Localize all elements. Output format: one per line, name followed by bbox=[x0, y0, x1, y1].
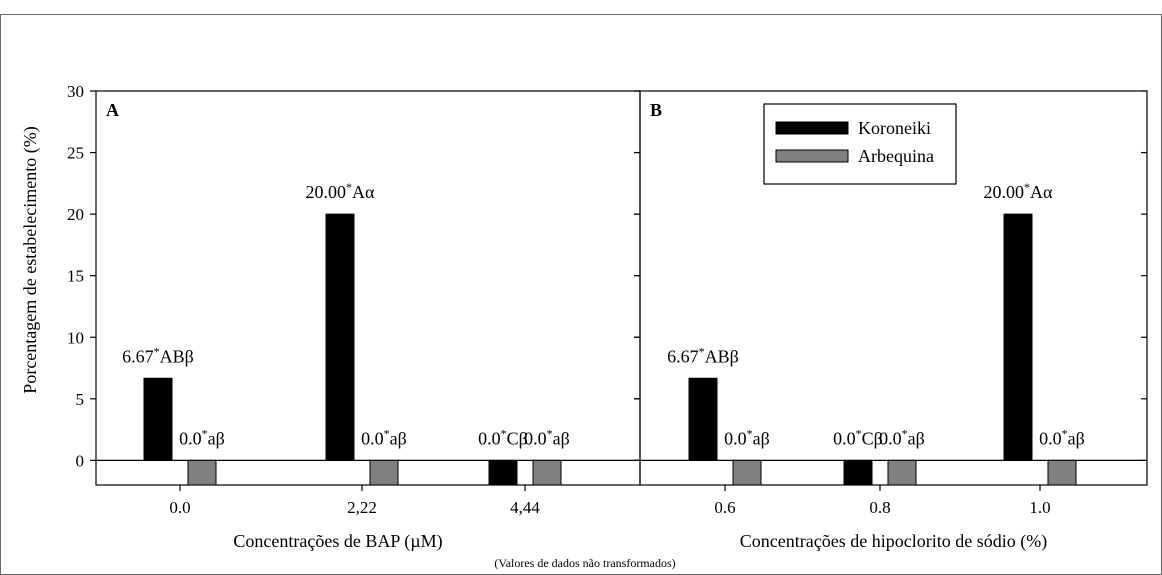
legend-swatch-1 bbox=[775, 149, 849, 163]
x-tick-label-a-1: 2,22 bbox=[347, 498, 377, 517]
data-label-a-1-0: 0.0*aβ bbox=[179, 426, 225, 448]
bar-zero-a-1-1 bbox=[369, 459, 399, 486]
bar-zero-b-1-2 bbox=[1047, 459, 1077, 486]
bar-b-0-0 bbox=[688, 377, 718, 461]
data-label-a-0-0: 6.67*ABβ bbox=[122, 344, 194, 366]
y-tick-label-a-0: 0 bbox=[76, 451, 85, 470]
data-label-a-1-2: 0.0*aβ bbox=[524, 426, 570, 448]
legend-label-1: Arbequina bbox=[858, 146, 934, 166]
legend-label-0: Koroneiki bbox=[858, 118, 931, 138]
bar-zero-a-1-2 bbox=[532, 459, 562, 486]
y-axis-label: Porcentagem de estabelecimento (%) bbox=[20, 126, 41, 393]
x-tick-label-b-1: 0.8 bbox=[869, 498, 890, 517]
bar-zero-b-0-1 bbox=[843, 459, 873, 486]
data-label-a-1-1: 0.0*aβ bbox=[361, 426, 407, 448]
data-label-b-0-1: 0.0*Cβ bbox=[833, 426, 883, 448]
y-tick-label-a-3: 15 bbox=[67, 267, 84, 286]
data-label-b-1-1: 0.0*aβ bbox=[879, 426, 925, 448]
bar-zero-b-1-0 bbox=[732, 459, 762, 486]
y-tick-label-a-2: 10 bbox=[67, 328, 84, 347]
bar-a-0-1 bbox=[325, 213, 355, 461]
data-label-b-1-0: 0.0*aβ bbox=[724, 426, 770, 448]
panel-label-a: A bbox=[106, 100, 119, 120]
x-axis-label-b: Concentrações de hipoclorito de sódio (%… bbox=[740, 531, 1047, 552]
panel-b: B0.66.67*ABβ0.0*aβ0.80.0*Cβ0.0*aβ1.020.0… bbox=[634, 90, 1148, 552]
data-label-b-0-0: 6.67*ABβ bbox=[667, 344, 739, 366]
y-tick-label-a-1: 5 bbox=[76, 390, 85, 409]
legend-box bbox=[763, 103, 957, 185]
data-label-a-0-1: 20.00*Aα bbox=[306, 180, 375, 202]
data-label-b-1-2: 0.0*aβ bbox=[1039, 426, 1085, 448]
panel-a: 0 5 10 15 20 25 30 A 0.0 6.67*ABβ 0.0*aβ 2,22 20.00*… bbox=[67, 82, 641, 552]
x-tick-label-a-0: 0.0 bbox=[169, 498, 190, 517]
legend: Koroneiki Arbequina bbox=[763, 103, 957, 185]
bar-zero-a-0-2 bbox=[488, 459, 518, 486]
legend-swatch-0 bbox=[775, 121, 849, 135]
footnote: (Valores de dados não transformados) bbox=[494, 556, 675, 570]
bar-zero-a-1-0 bbox=[187, 459, 217, 486]
x-axis-label-a: Concentrações de BAP (µM) bbox=[233, 531, 442, 552]
data-label-b-0-2: 20.00*Aα bbox=[984, 180, 1053, 202]
bar-zero-b-1-1 bbox=[887, 459, 917, 486]
figure-border bbox=[0, 14, 1162, 575]
y-tick-label-a-5: 25 bbox=[67, 144, 84, 163]
data-label-a-0-2: 0.0*Cβ bbox=[478, 426, 528, 448]
bar-a-0-0 bbox=[143, 377, 173, 461]
panel-label-b: B bbox=[650, 100, 662, 120]
x-tick-label-b-0: 0.6 bbox=[714, 498, 735, 517]
bar-b-0-2 bbox=[1003, 213, 1033, 461]
y-tick-label-a-6: 30 bbox=[67, 82, 84, 101]
x-tick-label-a-2: 4,44 bbox=[510, 498, 540, 517]
y-tick-label-a-4: 20 bbox=[67, 205, 84, 224]
x-tick-label-b-2: 1.0 bbox=[1029, 498, 1050, 517]
